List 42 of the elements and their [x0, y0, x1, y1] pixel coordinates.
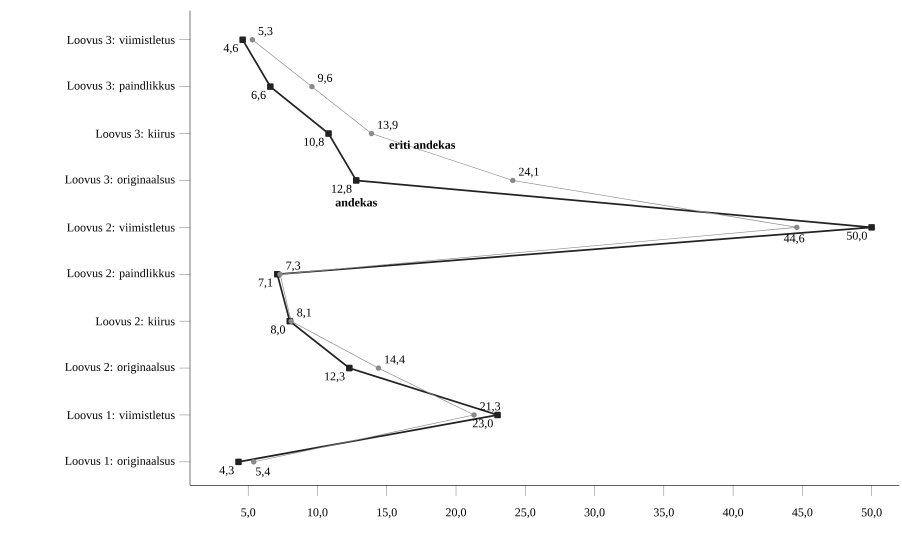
- x-tick-label: 40,0: [722, 508, 744, 518]
- x-tick-label: 35,0: [654, 508, 674, 518]
- y-tick-label: Loovus 3: viimistletus: [67, 36, 175, 44]
- y-tick-label: Loovus 2: kiirus: [96, 316, 175, 326]
- y-tick-label: Loovus 1: viimistletus: [67, 410, 175, 420]
- y-tick-label: Loovus 2: paindlikkus: [67, 268, 175, 280]
- data-label: 7,1: [258, 278, 272, 288]
- series-label: eriti andekas: [390, 140, 456, 149]
- data-label: 14,4: [385, 355, 405, 366]
- series-label: andekas: [336, 198, 377, 207]
- x-tick-label: 30,0: [584, 508, 605, 518]
- x-tick-label: 25,0: [515, 508, 536, 518]
- data-label: 5,3: [258, 27, 272, 37]
- y-tick-label: Loovus 3: paindlikkus: [67, 81, 175, 92]
- data-label: 4,3: [219, 466, 234, 476]
- data-label: 8,0: [270, 325, 286, 336]
- data-label: 21,3: [480, 402, 500, 412]
- data-label: 10,8: [304, 138, 324, 148]
- data-label: 50,0: [847, 232, 867, 242]
- data-label: 5,4: [256, 467, 270, 478]
- data-label: 12,8: [332, 184, 352, 195]
- y-tick-label: Loovus 1: originaalsus: [65, 456, 175, 468]
- data-label: 9,6: [318, 74, 332, 84]
- x-tick-label: 50,0: [862, 508, 882, 518]
- data-label: 6,6: [252, 90, 266, 101]
- data-label: 24,1: [518, 168, 539, 178]
- y-tick-label: Loovus 3: originaalsus: [65, 175, 175, 186]
- x-tick-label: 45,0: [792, 508, 812, 518]
- data-label: 8,1: [297, 308, 312, 318]
- data-label: 7,3: [286, 262, 300, 272]
- y-tick-label: Loovus 2: viimistletus: [67, 223, 175, 232]
- x-tick-label: 5,0: [241, 508, 256, 518]
- data-label: 4,6: [224, 44, 238, 54]
- data-label: 12,3: [325, 372, 345, 382]
- x-tick-label: 20,0: [446, 508, 466, 518]
- data-label: 13,9: [378, 120, 398, 131]
- y-tick-label: Loovus 2: originaalsus: [65, 362, 175, 374]
- x-tick-label: 15,0: [377, 508, 397, 518]
- data-label: 23,0: [472, 419, 493, 430]
- y-tick-label: Loovus 3: kiirus: [96, 129, 175, 138]
- x-tick-label: 10,0: [308, 508, 328, 518]
- data-label: 44,6: [784, 234, 804, 244]
